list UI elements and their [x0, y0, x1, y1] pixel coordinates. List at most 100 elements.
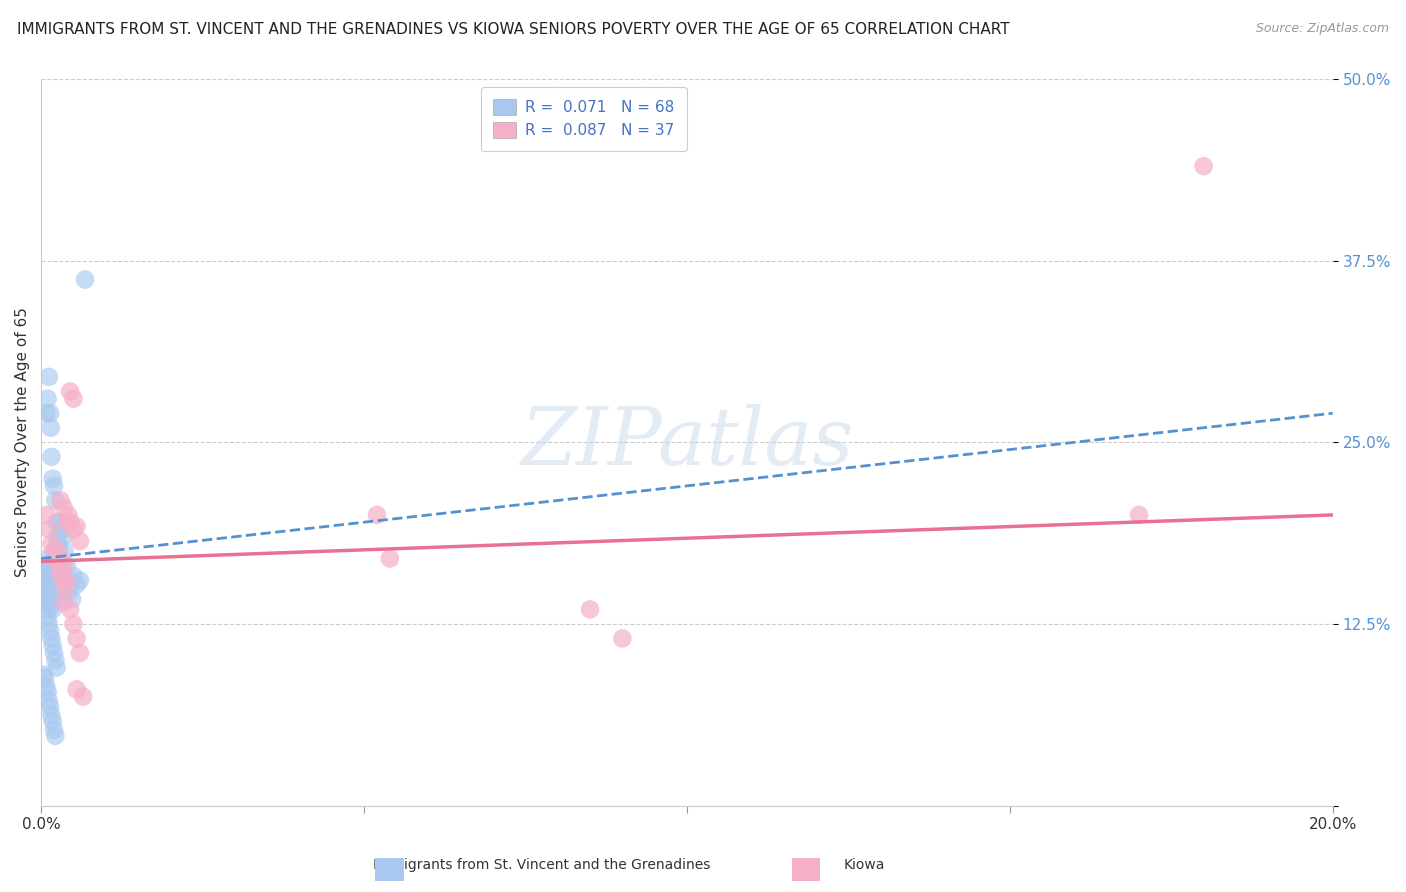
Point	[51, 583, 73, 598]
Point	[32, 566, 55, 580]
Point	[45, 569, 67, 583]
Point	[34, 574, 56, 588]
Point	[59, 384, 82, 399]
Point	[35, 581, 58, 595]
Point	[41, 598, 63, 612]
Point	[41, 632, 63, 646]
Point	[612, 632, 634, 646]
Point	[34, 595, 56, 609]
Point	[56, 574, 79, 588]
Point	[41, 537, 63, 551]
Point	[46, 537, 69, 551]
Point	[42, 544, 65, 558]
Point	[42, 723, 65, 737]
Point	[34, 574, 56, 588]
Point	[378, 551, 401, 566]
Point	[52, 574, 75, 588]
Point	[46, 563, 69, 577]
Point	[52, 500, 75, 515]
Point	[1128, 508, 1150, 522]
Y-axis label: Seniors Poverty Over the Age of 65: Seniors Poverty Over the Age of 65	[15, 308, 30, 577]
Point	[34, 671, 56, 685]
Point	[45, 515, 67, 529]
Legend: R =  0.071   N = 68, R =  0.087   N = 37: R = 0.071 N = 68, R = 0.087 N = 37	[481, 87, 686, 151]
Point	[51, 523, 73, 537]
Point	[62, 523, 84, 537]
Point	[42, 566, 65, 580]
Point	[66, 632, 89, 646]
Point	[62, 392, 84, 406]
Point	[37, 609, 59, 624]
Point	[53, 544, 76, 558]
Point	[52, 530, 75, 544]
Text: ZIPatlas: ZIPatlas	[520, 403, 853, 481]
Point	[32, 668, 55, 682]
Point	[48, 544, 70, 558]
Point	[62, 569, 84, 583]
Point	[52, 592, 75, 607]
Point	[39, 595, 62, 609]
Text: Kiowa: Kiowa	[844, 858, 886, 872]
Point	[66, 577, 89, 591]
Point	[62, 616, 84, 631]
Point	[72, 690, 94, 704]
Point	[52, 558, 75, 573]
Point	[39, 406, 62, 420]
Point	[35, 508, 58, 522]
Point	[35, 406, 58, 420]
Point	[46, 551, 69, 566]
Point	[45, 551, 67, 566]
Point	[59, 515, 82, 529]
Point	[69, 534, 91, 549]
Point	[69, 646, 91, 660]
Point	[42, 639, 65, 653]
Point	[66, 519, 89, 533]
Point	[49, 558, 72, 573]
Point	[35, 680, 58, 694]
Point	[39, 421, 62, 435]
Point	[38, 523, 60, 537]
Point	[37, 569, 59, 583]
Point	[37, 551, 59, 566]
Point	[66, 682, 89, 697]
Point	[49, 566, 72, 580]
Point	[59, 602, 82, 616]
Point	[32, 588, 55, 602]
Point	[37, 685, 59, 699]
Point	[37, 392, 59, 406]
Point	[34, 558, 56, 573]
Point	[73, 272, 96, 286]
Point	[42, 714, 65, 729]
Point	[58, 508, 80, 522]
Point	[1192, 159, 1215, 173]
Point	[35, 602, 58, 616]
Point	[52, 595, 75, 609]
Point	[366, 508, 388, 522]
Point	[48, 558, 70, 573]
Point	[49, 551, 72, 566]
Point	[42, 472, 65, 486]
Point	[579, 602, 602, 616]
Point	[41, 450, 63, 464]
Point	[55, 581, 77, 595]
Point	[49, 493, 72, 508]
Point	[60, 592, 83, 607]
Point	[38, 616, 60, 631]
Point	[37, 583, 59, 598]
Point	[69, 574, 91, 588]
Point	[42, 602, 65, 616]
Point	[46, 530, 69, 544]
Point	[46, 544, 69, 558]
Point	[39, 699, 62, 714]
Point	[58, 574, 80, 588]
Point	[42, 646, 65, 660]
Point	[44, 493, 66, 508]
Point	[56, 558, 79, 573]
Point	[39, 624, 62, 639]
Point	[42, 479, 65, 493]
Point	[58, 583, 80, 598]
Point	[38, 694, 60, 708]
Point	[38, 588, 60, 602]
Point	[44, 729, 66, 743]
Point	[56, 515, 79, 529]
